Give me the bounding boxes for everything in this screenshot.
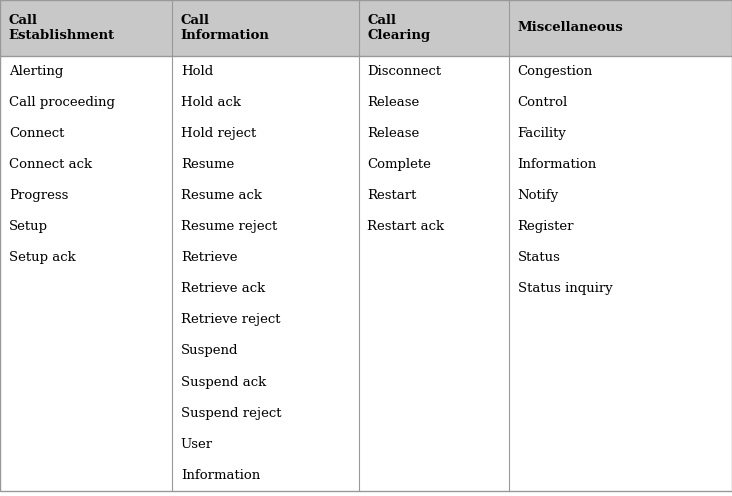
Text: Call
Establishment: Call Establishment — [9, 14, 115, 42]
Text: Hold reject: Hold reject — [181, 127, 256, 140]
Text: User: User — [181, 438, 213, 451]
Text: Control: Control — [518, 96, 568, 109]
Text: Release: Release — [367, 96, 419, 109]
Text: Retrieve: Retrieve — [181, 251, 237, 264]
Text: Register: Register — [518, 220, 574, 233]
Text: Resume: Resume — [181, 158, 234, 171]
Text: Information: Information — [518, 158, 597, 171]
Text: Resume ack: Resume ack — [181, 189, 262, 202]
Text: Facility: Facility — [518, 127, 567, 140]
Text: Restart: Restart — [367, 189, 417, 202]
Text: Retrieve ack: Retrieve ack — [181, 282, 265, 295]
Text: Hold: Hold — [181, 64, 213, 77]
Bar — [0, 0, 732, 56]
Text: Call
Information: Call Information — [181, 14, 269, 42]
Text: Resume reject: Resume reject — [181, 220, 277, 233]
Text: Release: Release — [367, 127, 419, 140]
Text: Congestion: Congestion — [518, 64, 593, 77]
Text: Notify: Notify — [518, 189, 559, 202]
Text: Status inquiry: Status inquiry — [518, 282, 612, 295]
Text: Restart ack: Restart ack — [367, 220, 444, 233]
Text: Suspend reject: Suspend reject — [181, 407, 281, 420]
Text: Suspend ack: Suspend ack — [181, 375, 266, 388]
Text: Connect ack: Connect ack — [9, 158, 92, 171]
Text: Hold ack: Hold ack — [181, 96, 241, 109]
Text: Call
Clearing: Call Clearing — [367, 14, 430, 42]
Text: Complete: Complete — [367, 158, 431, 171]
Text: Retrieve reject: Retrieve reject — [181, 313, 280, 326]
Text: Alerting: Alerting — [9, 64, 63, 77]
Text: Progress: Progress — [9, 189, 68, 202]
Text: Miscellaneous: Miscellaneous — [518, 21, 623, 34]
Text: Setup: Setup — [9, 220, 48, 233]
Text: Connect: Connect — [9, 127, 64, 140]
Text: Status: Status — [518, 251, 561, 264]
Text: Disconnect: Disconnect — [367, 64, 441, 77]
Text: Setup ack: Setup ack — [9, 251, 75, 264]
Text: Call proceeding: Call proceeding — [9, 96, 115, 109]
Text: Suspend: Suspend — [181, 345, 239, 358]
Text: Information: Information — [181, 469, 260, 482]
